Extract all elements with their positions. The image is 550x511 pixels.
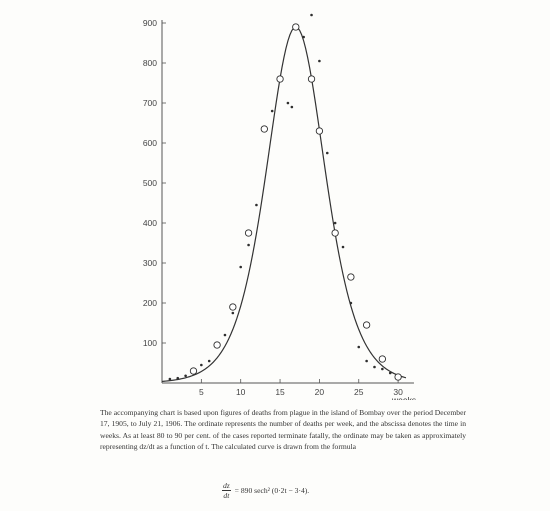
dot-point [333, 221, 337, 225]
x-tick-label: 25 [354, 387, 364, 397]
dot-point [176, 376, 180, 380]
dot-point [349, 301, 353, 305]
dot-point [310, 13, 313, 17]
open-circle-point [331, 229, 339, 237]
open-circle-point [394, 373, 402, 381]
y-tick-label: 800 [143, 58, 157, 68]
y-tick-label: 700 [143, 98, 157, 108]
dot-point [341, 245, 345, 249]
open-circle-point [276, 75, 284, 83]
formula-rhs: = 890 sech² (0·2t − 3·4). [234, 486, 310, 495]
open-circle-point [307, 75, 316, 83]
open-circle-point [378, 355, 387, 363]
dot-point [302, 35, 305, 39]
chart-axes [161, 20, 414, 384]
dot-point [255, 203, 258, 207]
open-circle-point [244, 229, 253, 237]
chart-ticks: 100 200 300 400 500 600 700 800 900 5 10 15 20 25 30we… [143, 18, 416, 400]
dot-point [357, 345, 361, 349]
dot-point [168, 377, 172, 381]
x-tick-label: 30 [393, 387, 403, 397]
dot-point [365, 359, 368, 363]
dot-point [247, 243, 250, 247]
dot-point [270, 109, 274, 113]
open-circle-point [189, 367, 198, 375]
dot-point [325, 151, 329, 155]
fitted-curve-layer [161, 26, 407, 383]
formula-fraction: dz dt [222, 481, 231, 500]
dot-point [388, 371, 392, 375]
y-tick-label: 500 [143, 178, 157, 188]
y-tick-label: 900 [143, 18, 157, 28]
data-points-layer [168, 13, 402, 381]
y-tick-label: 600 [143, 138, 157, 148]
y-tick-label: 400 [143, 218, 157, 228]
sech-formula: dz dt = 890 sech² (0·2t − 3·4). [222, 481, 309, 500]
x-axis-label: weeks [391, 395, 416, 400]
open-circle-point [213, 341, 221, 349]
dot-point [200, 363, 203, 367]
formula-numerator: dz [222, 481, 231, 491]
dot-point [184, 374, 187, 378]
x-tick-label: 10 [236, 387, 246, 397]
dot-point [231, 311, 235, 315]
dot-point [381, 367, 384, 371]
y-tick-label: 300 [143, 258, 157, 268]
open-circle-point [229, 303, 237, 311]
dot-point [239, 265, 242, 269]
open-circle-point [260, 125, 268, 133]
x-tick-label: 15 [275, 387, 285, 397]
dot-point [223, 333, 227, 337]
open-circle-point [362, 321, 371, 329]
plague-deaths-chart: 100 200 300 400 500 600 700 800 900 5 10 15 20 25 30we… [143, 13, 416, 400]
x-tick-label: 20 [315, 387, 325, 397]
open-circle-point [315, 127, 324, 135]
figure-caption: The accompanying chart is based upon fig… [100, 408, 466, 451]
open-circle-point [347, 273, 355, 281]
dot-point [373, 365, 376, 369]
y-tick-label: 100 [143, 338, 157, 348]
dot-point [290, 105, 294, 109]
y-tick-label: 200 [143, 298, 157, 308]
x-tick-label: 5 [199, 387, 204, 397]
formula-denominator: dt [223, 491, 230, 500]
dot-point [286, 101, 290, 105]
open-circle-point [292, 23, 300, 31]
dot-point [207, 359, 211, 363]
dot-point [318, 59, 321, 63]
fitted-curve-line [161, 26, 407, 383]
